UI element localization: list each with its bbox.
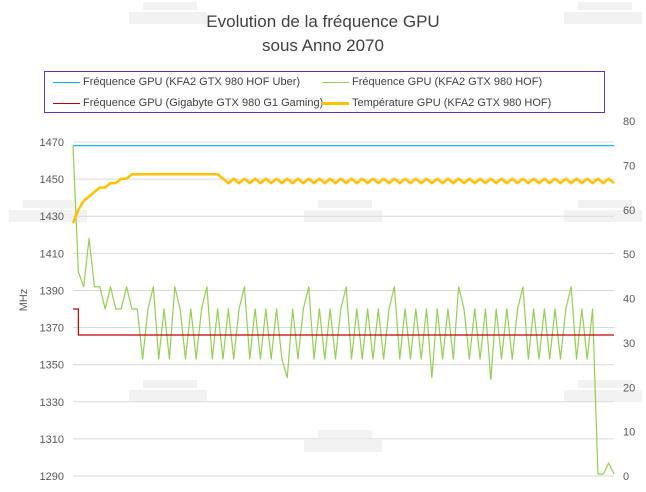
- y-axis-label: MHz: [18, 289, 30, 312]
- y2-tick-label: 10: [623, 427, 635, 439]
- legend-label: Fréquence GPU (KFA2 GTX 980 HOF Uber): [83, 76, 301, 88]
- y-tick-label: 1330: [40, 397, 64, 409]
- watermark-logo: [564, 380, 642, 402]
- y2-tick-label: 80: [623, 116, 635, 128]
- legend-label: Température GPU (KFA2 GTX 980 HOF): [352, 97, 552, 109]
- watermark-shape: [318, 200, 372, 208]
- y2-tick-label: 70: [623, 160, 635, 172]
- legend-swatch: [53, 81, 80, 83]
- watermark-shape: [23, 200, 77, 208]
- watermark-shape: [578, 200, 632, 208]
- legend-item-kfa2-uber: Fréquence GPU (KFA2 GTX 980 HOF Uber): [53, 75, 300, 89]
- chart-subtitle: sous Anno 2070: [262, 36, 384, 55]
- legend-swatch: [53, 102, 80, 104]
- series-line-3: [71, 173, 615, 224]
- watermark-logo: [564, 2, 642, 24]
- watermark-logo: [129, 380, 207, 402]
- watermark-logo: [304, 430, 382, 452]
- legend-swatch: [322, 101, 349, 105]
- legend-item-temperature: Température GPU (KFA2 GTX 980 HOF): [322, 96, 551, 110]
- watermark-shape: [564, 12, 642, 24]
- watermark-shape: [318, 430, 372, 438]
- y2-tick-label: 30: [623, 338, 635, 350]
- watermark-shape: [143, 2, 197, 10]
- y-tick-label: 1370: [40, 323, 64, 335]
- watermark-shape: [304, 440, 382, 452]
- legend-swatch: [322, 81, 349, 83]
- legend-item-kfa2-hof: Fréquence GPU (KFA2 GTX 980 HOF): [322, 75, 542, 89]
- watermark-shape: [129, 12, 207, 24]
- legend-label: Fréquence GPU (KFA2 GTX 980 HOF): [352, 76, 543, 88]
- legend-item-gigabyte: Fréquence GPU (Gigabyte GTX 980 G1 Gamin…: [53, 96, 323, 110]
- y-tick-label: 1390: [40, 285, 64, 297]
- y2-tick-label: 60: [623, 205, 635, 217]
- y2-tick-label: 40: [623, 294, 635, 306]
- watermark-logo: [129, 2, 207, 24]
- watermark-shape: [143, 380, 197, 388]
- y2-tick-label: 0: [623, 471, 629, 483]
- watermark-shape: [564, 390, 642, 402]
- y-tick-label: 1290: [40, 471, 64, 483]
- y2-tick-label: 50: [623, 249, 635, 261]
- series-line-2: [73, 308, 614, 336]
- y2-tick-label: 20: [623, 382, 635, 394]
- watermark-shape: [129, 390, 207, 402]
- watermark-shape: [9, 210, 87, 222]
- y-tick-label: 1450: [40, 174, 64, 186]
- series-line-1: [72, 145, 615, 475]
- y-tick-label: 1430: [40, 211, 64, 223]
- chart-title: Evolution de la fréquence GPU: [206, 12, 440, 31]
- y-tick-label: 1350: [40, 360, 64, 372]
- legend: Fréquence GPU (KFA2 GTX 980 HOF Uber) Fr…: [44, 71, 605, 113]
- y-tick-label: 1310: [40, 434, 64, 446]
- y-tick-label: 1470: [40, 137, 64, 149]
- watermark-logo: [9, 200, 87, 222]
- legend-label: Fréquence GPU (Gigabyte GTX 980 G1 Gamin…: [83, 97, 324, 109]
- watermark-shape: [578, 380, 632, 388]
- watermark-shape: [578, 2, 632, 10]
- y-tick-label: 1410: [40, 248, 64, 260]
